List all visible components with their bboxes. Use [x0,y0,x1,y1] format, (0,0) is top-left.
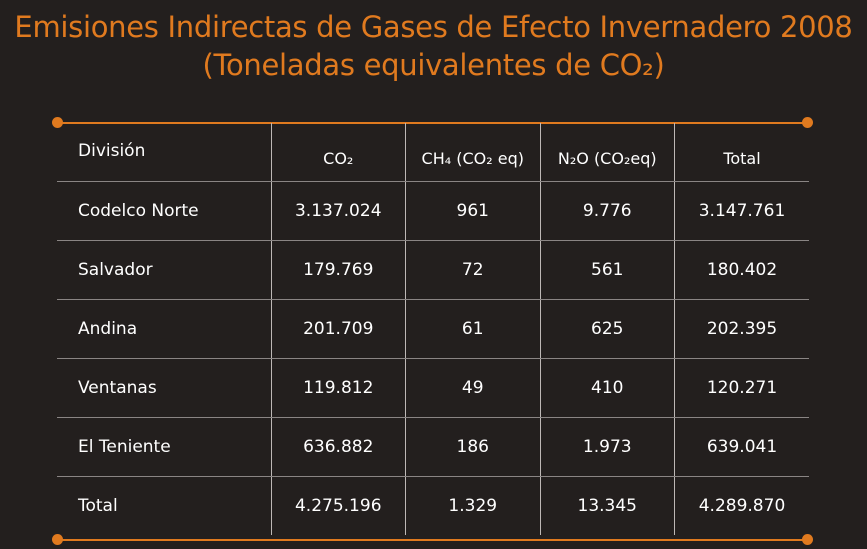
cell-n2o: 1.973 [539,417,675,477]
cell-n2o: 9.776 [539,181,675,241]
table-row-total: Total 4.275.196 1.329 13.345 4.289.870 [57,476,809,535]
cell-n2o: 13.345 [539,476,675,535]
cell-total: 120.271 [674,358,809,418]
cell-total: 639.041 [674,417,809,477]
cell-total: 180.402 [674,240,809,300]
row-label: Codelco Norte [57,181,271,241]
column-header-division: División [57,123,271,182]
cell-co2: 179.769 [270,240,406,300]
cell-n2o: 561 [539,240,675,300]
title-line-1: Emisiones Indirectas de Gases de Efecto … [14,10,853,44]
table-row: Ventanas 119.812 49 410 120.271 [57,358,809,418]
row-label: Andina [57,299,271,359]
column-header-n2o: N₂O (CO₂eq) [539,123,675,182]
top-right-dot [802,117,813,128]
table-row: Andina 201.709 61 625 202.395 [57,299,809,359]
column-header-co2: CO₂ [270,123,406,182]
cell-co2: 119.812 [270,358,406,418]
cell-ch4: 72 [405,240,540,300]
page-title: Emisiones Indirectas de Gases de Efecto … [0,8,867,84]
table-row: Salvador 179.769 72 561 180.402 [57,240,809,300]
bottom-right-dot [802,534,813,545]
emissions-table: División CO₂ CH₄ (CO₂ eq) N₂O (CO₂eq) To… [57,123,809,535]
row-label: Ventanas [57,358,271,418]
cell-total: 202.395 [674,299,809,359]
cell-ch4: 49 [405,358,540,418]
top-left-dot [52,117,63,128]
cell-co2: 3.137.024 [270,181,406,241]
cell-ch4: 61 [405,299,540,359]
cell-co2: 636.882 [270,417,406,477]
bottom-left-dot [52,534,63,545]
cell-ch4: 961 [405,181,540,241]
cell-co2: 4.275.196 [270,476,406,535]
table-row: El Teniente 636.882 186 1.973 639.041 [57,417,809,477]
table-header-row: División CO₂ CH₄ (CO₂ eq) N₂O (CO₂eq) To… [57,123,809,182]
cell-co2: 201.709 [270,299,406,359]
column-header-total: Total [674,123,809,182]
row-label: El Teniente [57,417,271,477]
cell-total: 3.147.761 [674,181,809,241]
cell-n2o: 625 [539,299,675,359]
row-label: Salvador [57,240,271,300]
cell-n2o: 410 [539,358,675,418]
row-label: Total [78,495,118,516]
column-header-ch4: CH₄ (CO₂ eq) [405,123,540,182]
cell-total: 4.289.870 [674,476,809,535]
table-row: Codelco Norte 3.137.024 961 9.776 3.147.… [57,181,809,241]
title-line-2: (Toneladas equivalentes de CO₂) [202,48,665,82]
cell-ch4: 186 [405,417,540,477]
cell-ch4: 1.329 [405,476,540,535]
bottom-rule [57,539,807,541]
